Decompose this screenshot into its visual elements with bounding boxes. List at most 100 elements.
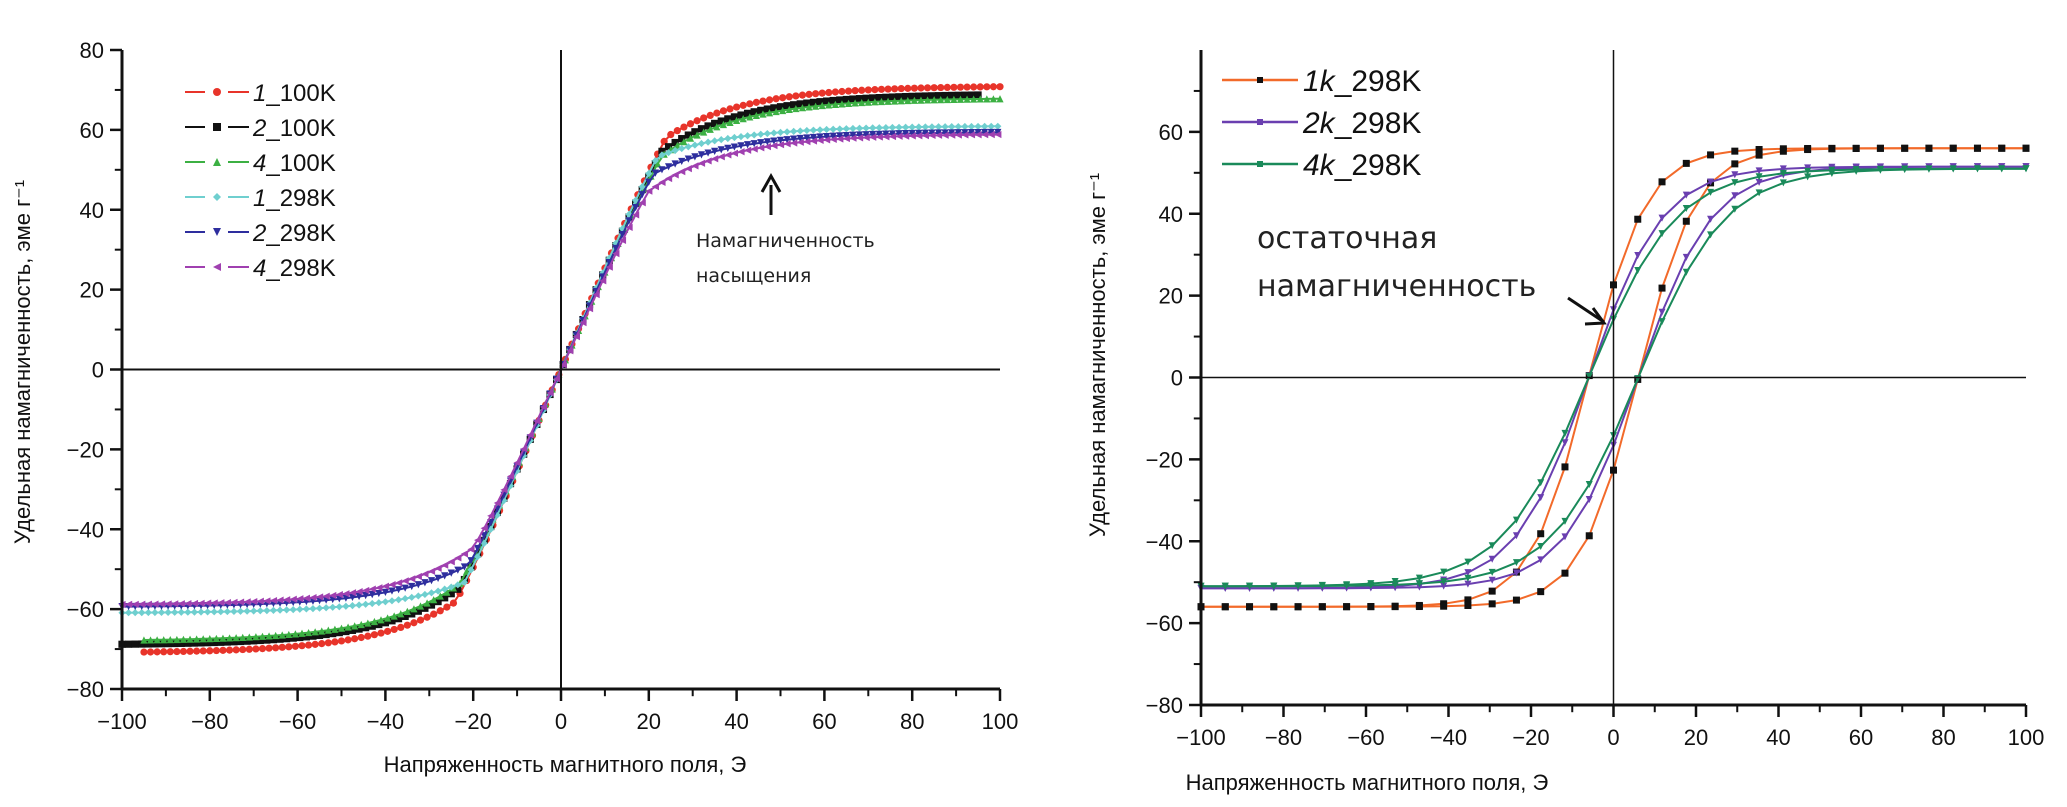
data-point [416, 616, 425, 624]
data-point [278, 631, 286, 639]
data-point [928, 123, 936, 131]
data-point [243, 598, 251, 606]
data-point [981, 122, 989, 130]
data-point [160, 648, 168, 656]
data-point [941, 123, 949, 131]
data-point [917, 84, 925, 92]
data-point [994, 128, 1002, 137]
data-point [157, 608, 166, 617]
data-point [1488, 587, 1496, 595]
data-point [414, 572, 422, 581]
data-point [950, 83, 958, 91]
legend-label: 1_298K [253, 185, 336, 212]
data-point [131, 640, 139, 648]
legend-series-suffix: _100K [265, 80, 335, 107]
data-point [1561, 533, 1569, 541]
data-point [351, 622, 359, 630]
data-point [770, 137, 778, 145]
left-y-ticks: −80 −60 −40 −20 0 20 40 60 80 [67, 38, 122, 702]
data-point [335, 629, 343, 637]
data-point [724, 134, 732, 143]
data-point [1537, 556, 1545, 564]
right-x-ticks: −100 −80 −60 −40 −20 0 20 40 60 80 100 [1176, 705, 2044, 750]
data-point [430, 596, 438, 604]
data-point [1852, 144, 1860, 152]
data-point [377, 616, 385, 624]
data-point [124, 640, 133, 648]
data-point [737, 142, 745, 150]
data-point [763, 105, 771, 113]
data-point [844, 99, 853, 107]
data-point [693, 117, 701, 125]
legend-series-suffix: _100K [265, 115, 335, 142]
data-point [592, 291, 600, 299]
data-point [184, 639, 192, 647]
data-point [961, 129, 969, 137]
x-tick-label: −80 [191, 709, 228, 734]
data-point [370, 617, 379, 626]
data-point [921, 129, 929, 137]
data-point [473, 536, 482, 544]
data-point [302, 633, 310, 641]
data-point [177, 600, 185, 608]
data-point [954, 129, 962, 137]
data-point [329, 603, 337, 611]
data-point [805, 103, 813, 111]
data-point [967, 91, 976, 99]
data-point [1488, 568, 1496, 576]
data-point [239, 645, 247, 654]
data-point [664, 163, 673, 171]
data-point [1707, 231, 1715, 239]
data-point [410, 605, 418, 613]
data-point [934, 131, 943, 139]
data-point [213, 88, 221, 96]
data-point [1512, 532, 1520, 540]
data-point [427, 577, 436, 585]
data-point [783, 128, 791, 136]
data-point [1440, 602, 1448, 610]
data-point [447, 590, 455, 598]
data-point [724, 144, 732, 152]
data-point [421, 579, 429, 587]
data-point [855, 95, 864, 103]
data-point [875, 124, 883, 132]
data-point [891, 97, 899, 105]
data-point [269, 596, 278, 605]
data-point [171, 608, 179, 616]
data-point [1488, 600, 1496, 608]
x-tick-label: −40 [367, 709, 404, 734]
data-point [869, 133, 877, 141]
data-point [954, 91, 962, 99]
data-point [1415, 580, 1423, 588]
data-point [809, 137, 818, 145]
data-point [726, 105, 734, 113]
data-point [882, 133, 890, 141]
data-point [302, 594, 310, 602]
data-point [355, 592, 363, 601]
data-point [836, 96, 844, 104]
data-point [719, 107, 728, 115]
remanence-arrow-icon [1584, 307, 1607, 326]
data-point [882, 130, 890, 138]
data-point [1318, 603, 1326, 611]
data-point [140, 648, 148, 656]
data-point [337, 624, 346, 632]
saturation-arrow-icon [760, 172, 782, 193]
data-point [368, 622, 376, 630]
data-point [1367, 581, 1375, 589]
data-point [757, 144, 765, 152]
y-tick-label: 20 [1159, 284, 1183, 309]
data-point [726, 118, 734, 126]
data-point [855, 124, 864, 132]
legend-series-number: 4k [1303, 149, 1337, 182]
data-point [673, 127, 681, 135]
data-point [318, 640, 326, 648]
data-point [1246, 582, 1254, 590]
data-point [895, 123, 903, 131]
data-point [950, 95, 958, 103]
data-point [981, 128, 989, 137]
y-tick-label: 60 [80, 118, 104, 143]
data-point [908, 123, 916, 131]
data-point [153, 636, 161, 644]
data-point [377, 629, 385, 637]
